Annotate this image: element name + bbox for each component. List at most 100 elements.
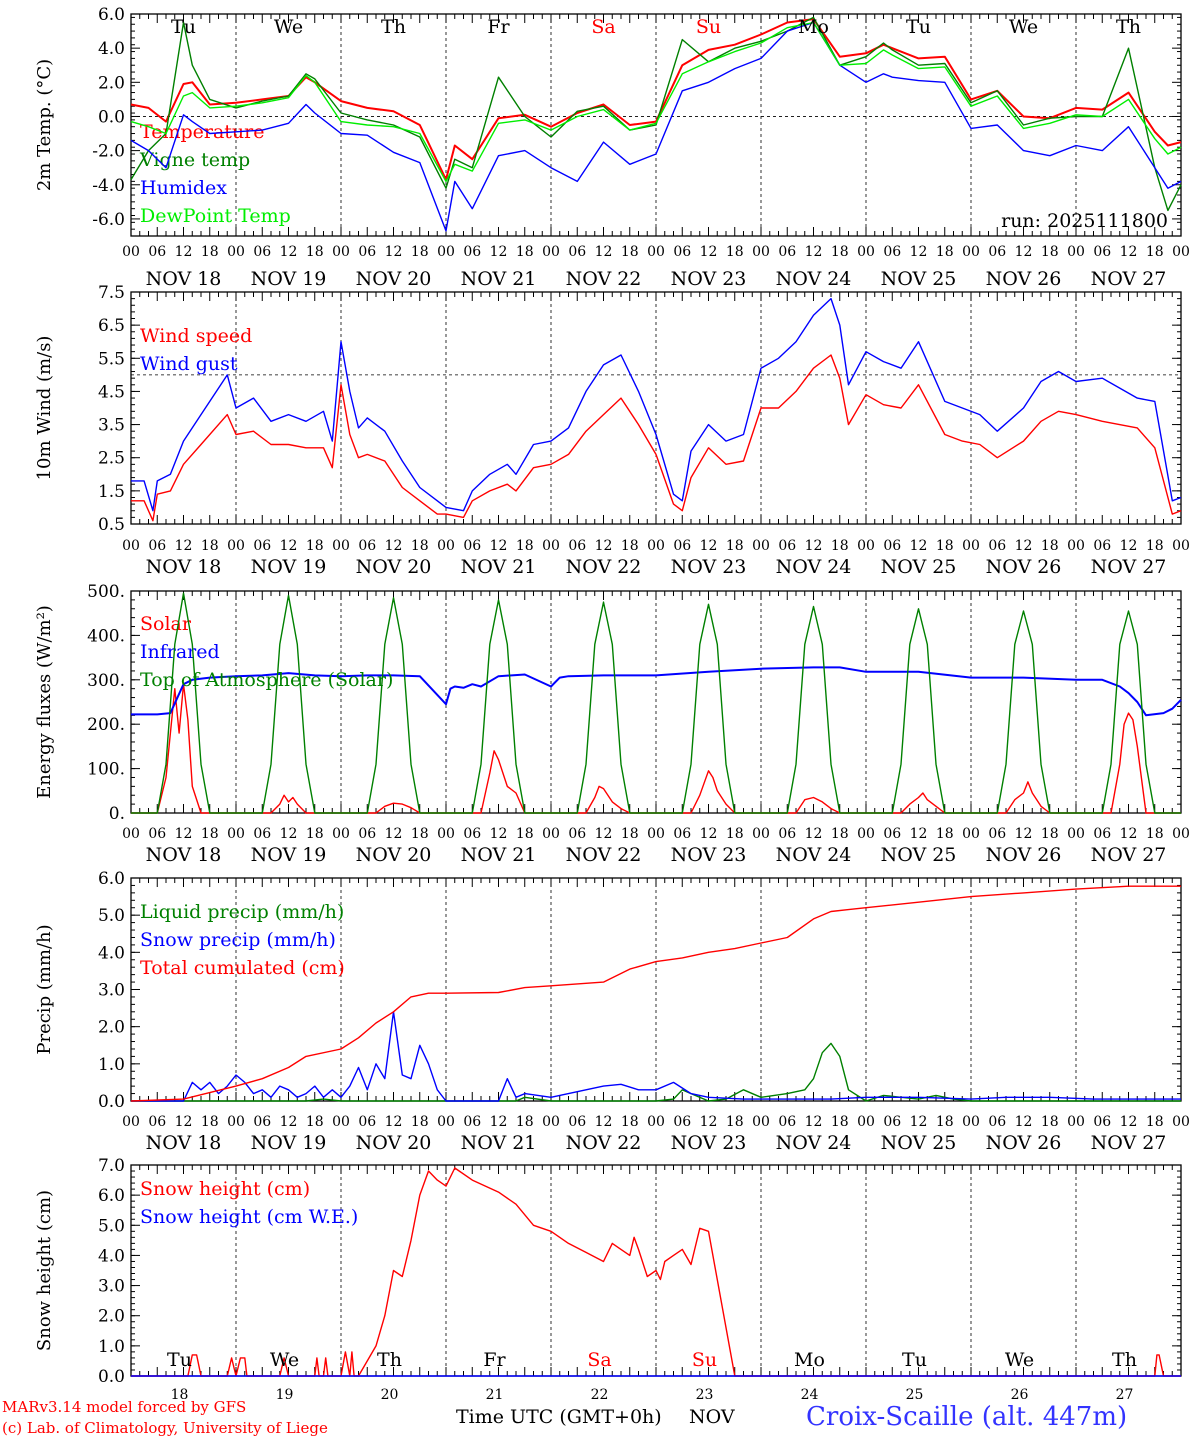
date-label: NOV 23 bbox=[671, 1132, 747, 1154]
date-label: NOV 24 bbox=[776, 556, 852, 578]
hour-tick-label: 00 bbox=[857, 244, 875, 260]
hour-tick-label: 06 bbox=[883, 1114, 901, 1130]
hour-tick-label: 00 bbox=[647, 1114, 665, 1130]
hour-tick-label: 12 bbox=[805, 1114, 823, 1130]
day-number-label: 22 bbox=[591, 1387, 609, 1403]
hour-tick-label: 12 bbox=[700, 244, 718, 260]
date-label: NOV 25 bbox=[881, 1132, 957, 1154]
date-label: NOV 27 bbox=[1091, 1132, 1167, 1154]
date-label: NOV 26 bbox=[986, 844, 1062, 866]
date-label: NOV 18 bbox=[146, 1132, 222, 1154]
hour-tick-label: 00 bbox=[122, 538, 140, 554]
weekday-label: Th bbox=[1112, 1349, 1137, 1371]
y-tick-label: 500. bbox=[87, 582, 125, 602]
hour-tick-label: 12 bbox=[385, 826, 403, 842]
hour-tick-label: 12 bbox=[385, 1114, 403, 1130]
hour-tick-label: 00 bbox=[962, 244, 980, 260]
date-label: NOV 25 bbox=[881, 268, 957, 290]
legend-entry: Liquid precip (mm/h) bbox=[140, 901, 344, 923]
date-label: NOV 26 bbox=[986, 556, 1062, 578]
panel-precip: 6.0 5.0 4.0 3.0 2.0 1.0 0.0 Precip (mm/h) Liquid… bbox=[34, 869, 1190, 1154]
hour-tick-label: 00 bbox=[1067, 244, 1085, 260]
legend-entry: Top of Atmosphere (Solar) bbox=[140, 669, 393, 691]
y-tick-label: 100. bbox=[87, 760, 125, 780]
legend-entry: Snow height (cm W.E.) bbox=[140, 1206, 358, 1228]
y-tick-label: -4.0 bbox=[92, 176, 125, 196]
hour-tick-label: 18 bbox=[516, 538, 534, 554]
hour-tick-label: 18 bbox=[1041, 826, 1059, 842]
hour-tick-label: 00 bbox=[1172, 244, 1190, 260]
hour-tick-label: 12 bbox=[805, 538, 823, 554]
series-wind-gust bbox=[131, 297, 1182, 512]
weekday-label: Fr bbox=[483, 1349, 506, 1371]
hour-tick-label: 00 bbox=[647, 244, 665, 260]
credit-line-model: MARv3.14 model forced by GFS bbox=[2, 1398, 247, 1416]
weekday-label: Mo bbox=[798, 16, 829, 38]
y-tick-label: 200. bbox=[87, 715, 125, 735]
date-label: NOV 18 bbox=[146, 268, 222, 290]
weekday-label: We bbox=[274, 16, 303, 38]
day-number-label: 26 bbox=[1011, 1387, 1029, 1403]
y-tick-label: 2.0 bbox=[98, 73, 125, 93]
date-label: NOV 27 bbox=[1091, 268, 1167, 290]
weekday-label: We bbox=[1005, 1349, 1034, 1371]
hour-tick-label: 06 bbox=[148, 538, 166, 554]
hour-tick-label: 12 bbox=[490, 1114, 508, 1130]
date-label: NOV 24 bbox=[776, 844, 852, 866]
hour-tick-label: 18 bbox=[201, 538, 219, 554]
date-label: NOV 24 bbox=[776, 268, 852, 290]
hour-tick-label: 06 bbox=[673, 244, 691, 260]
date-label: NOV 25 bbox=[881, 556, 957, 578]
panel-temperature: 6.0 4.0 2.0 0.0 -2.0 -4.0 -6.0 2m Temp. (°C) Tem… bbox=[34, 5, 1190, 290]
hour-tick-label: 06 bbox=[253, 244, 271, 260]
hour-tick-label: 12 bbox=[910, 244, 928, 260]
hour-tick-label: 12 bbox=[595, 244, 613, 260]
date-label: NOV 23 bbox=[671, 268, 747, 290]
weekday-label: Fr bbox=[487, 16, 510, 38]
hour-tick-label: 00 bbox=[542, 538, 560, 554]
hour-tick-label: 06 bbox=[883, 244, 901, 260]
hour-tick-label: 18 bbox=[411, 538, 429, 554]
y-tick-label: 6.0 bbox=[98, 869, 125, 889]
day-number-label: 21 bbox=[486, 1387, 504, 1403]
month-label: NOV bbox=[689, 1406, 735, 1428]
y-axis-label: Snow height (cm) bbox=[34, 1190, 55, 1351]
date-label: NOV 20 bbox=[356, 1132, 432, 1154]
hour-tick-label: 12 bbox=[910, 826, 928, 842]
hour-tick-label: 12 bbox=[280, 1114, 298, 1130]
series-dewpoint-temp bbox=[130, 21, 1182, 183]
hour-tick-label: 06 bbox=[778, 826, 796, 842]
day-number-label: 19 bbox=[276, 1387, 294, 1403]
y-tick-label: 2.0 bbox=[98, 1307, 125, 1327]
legend-entry: Solar bbox=[140, 613, 192, 635]
hour-tick-label: 00 bbox=[1172, 1114, 1190, 1130]
series-infrared bbox=[131, 666, 1182, 717]
weekday-label: Th bbox=[377, 1349, 402, 1371]
hour-tick-label: 00 bbox=[752, 538, 770, 554]
date-label: NOV 22 bbox=[566, 556, 642, 578]
y-tick-label: -6.0 bbox=[92, 210, 125, 230]
date-label: NOV 22 bbox=[566, 268, 642, 290]
date-label: NOV 20 bbox=[356, 556, 432, 578]
hour-tick-label: 00 bbox=[437, 1114, 455, 1130]
hour-tick-label: 18 bbox=[306, 538, 324, 554]
hour-tick-label: 18 bbox=[1146, 826, 1164, 842]
hour-tick-label: 12 bbox=[280, 826, 298, 842]
hour-tick-label: 06 bbox=[358, 826, 376, 842]
hour-tick-label: 18 bbox=[306, 244, 324, 260]
y-tick-label: 3.0 bbox=[98, 981, 125, 1001]
date-label: NOV 25 bbox=[881, 844, 957, 866]
hour-tick-label: 00 bbox=[962, 1114, 980, 1130]
hour-tick-label: 12 bbox=[175, 1114, 193, 1130]
hour-tick-label: 18 bbox=[726, 826, 744, 842]
hour-tick-label: 18 bbox=[411, 244, 429, 260]
day-number-label: 18 bbox=[171, 1387, 189, 1403]
hour-tick-label: 00 bbox=[1067, 1114, 1085, 1130]
weekday-label: Th bbox=[381, 16, 406, 38]
hour-tick-label: 18 bbox=[621, 826, 639, 842]
y-tick-label: 1.0 bbox=[98, 1337, 125, 1357]
hour-tick-label: 18 bbox=[621, 538, 639, 554]
y-tick-label: 7.5 bbox=[98, 283, 125, 303]
y-tick-label: 3.5 bbox=[98, 416, 125, 436]
date-label: NOV 20 bbox=[356, 844, 432, 866]
